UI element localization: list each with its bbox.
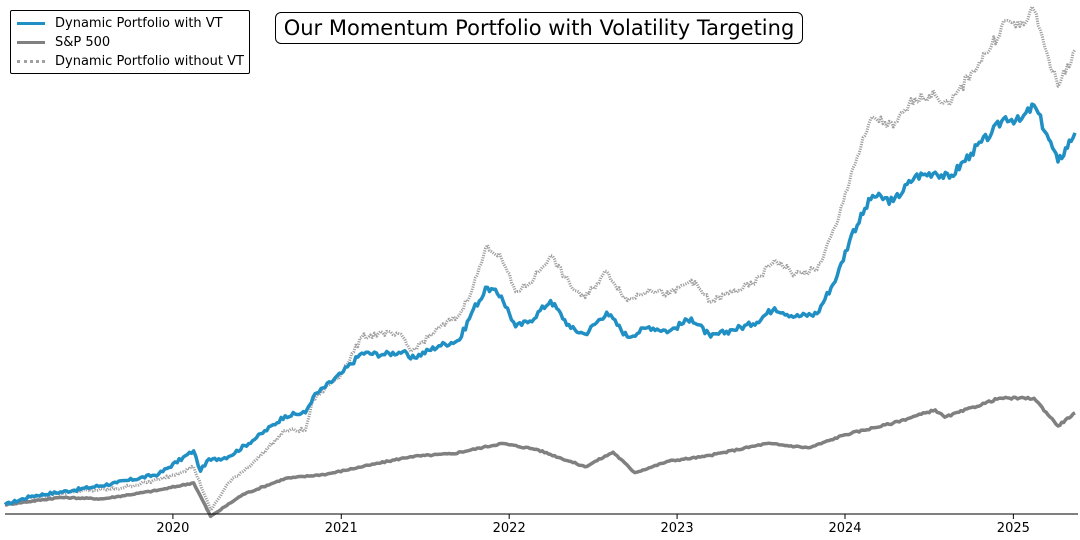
x-axis-ticks: 2020 2021 2022 2023 2024 2025: [156, 514, 1030, 536]
series-layer: [3, 5, 1077, 519]
x-tick-label: 2025: [997, 521, 1030, 536]
series-line-2: [4, 5, 1077, 512]
x-tick-label: 2023: [661, 521, 694, 536]
legend-entry: S&P 500: [17, 33, 243, 52]
x-tick-label: 2022: [493, 521, 526, 536]
legend-label: S&P 500: [55, 35, 111, 50]
legend-swatch-dynamic-vt: [17, 19, 45, 29]
x-tick-label: 2024: [828, 521, 861, 536]
legend-swatch-dynamic-no-vt: [17, 57, 45, 67]
series-line-0: [3, 102, 1077, 507]
series-line-1: [4, 395, 1076, 519]
legend-entry: Dynamic Portfolio with VT: [17, 14, 243, 33]
legend-entry: Dynamic Portfolio without VT: [17, 52, 244, 71]
legend-label: Dynamic Portfolio without VT: [55, 54, 244, 69]
chart-title: Our Momentum Portfolio with Volatility T…: [275, 12, 803, 44]
legend-label: Dynamic Portfolio with VT: [55, 16, 223, 31]
x-tick-label: 2021: [325, 521, 358, 536]
legend: Dynamic Portfolio with VT S&P 500 Dynami…: [10, 10, 250, 74]
legend-swatch-sp500: [17, 38, 45, 48]
x-tick-label: 2020: [156, 521, 189, 536]
